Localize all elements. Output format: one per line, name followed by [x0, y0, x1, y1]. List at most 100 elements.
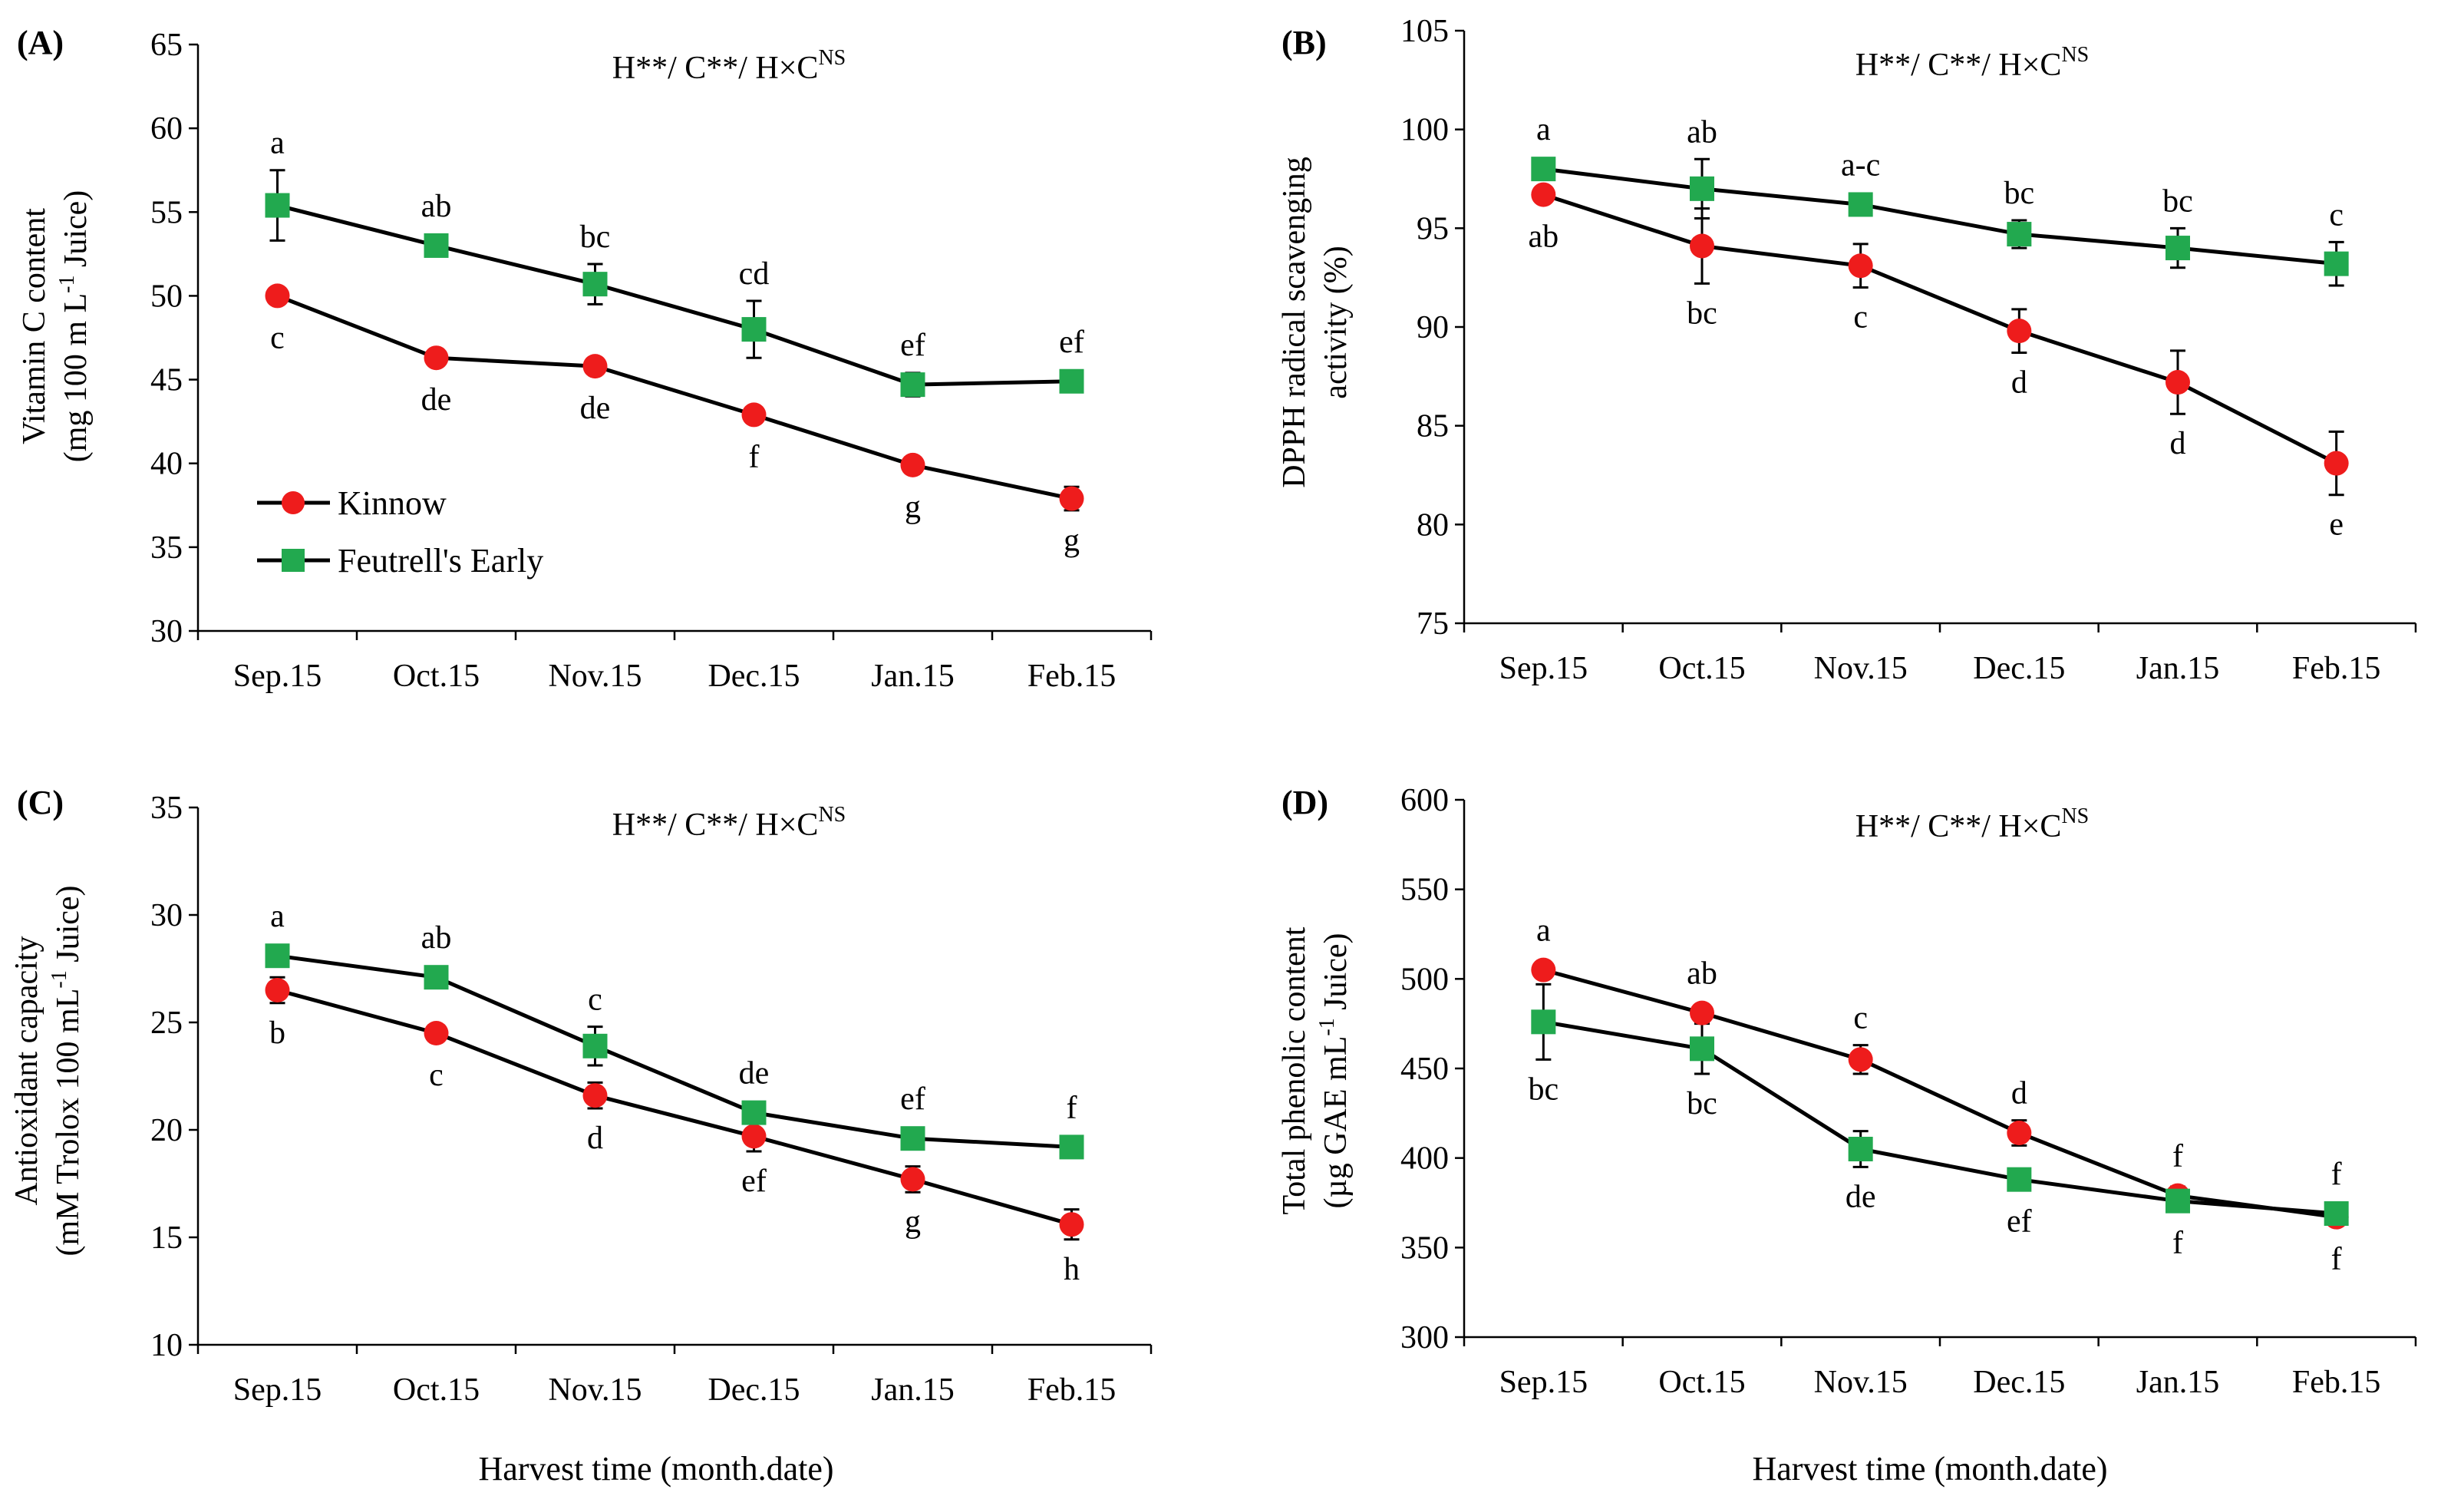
- y-axis-title-c-line2: (mM Trolox 100 mL-1 Juice): [48, 885, 86, 1256]
- significance-label-kinnow-b: bc: [1687, 296, 1717, 331]
- significance-label-feutrell-a: a: [270, 126, 285, 161]
- x-tick-label-a: Dec.15: [708, 659, 800, 694]
- x-tick-label-c: Jan.15: [871, 1372, 955, 1408]
- y-tick-label-b: 95: [1417, 211, 1449, 246]
- x-tick-label-d: Nov.15: [1814, 1365, 1908, 1400]
- legend-label-kinnow: Kinnow: [338, 484, 447, 522]
- data-point-kinnow-b: [2324, 451, 2349, 476]
- y-axis-title-a-line2: (mg 100 m L-1 Juice): [55, 190, 94, 463]
- y-tick-label-a: 50: [150, 279, 183, 314]
- significance-label-feutrell-a: ef: [1059, 325, 1084, 360]
- significance-label-kinnow-a: g: [905, 490, 921, 525]
- data-point-feutrell-a: [1059, 368, 1084, 394]
- y-tick-label-b: 75: [1417, 606, 1449, 642]
- significance-label-kinnow-a: de: [580, 391, 611, 426]
- data-point-kinnow-d: [1848, 1047, 1873, 1072]
- significance-label-feutrell-d: de: [1846, 1179, 1876, 1214]
- x-tick-label-d: Dec.15: [1973, 1365, 2065, 1400]
- significance-label-kinnow-b: c: [1853, 300, 1868, 335]
- y-tick-label-d: 450: [1400, 1052, 1449, 1087]
- significance-label-feutrell-b: bc: [2162, 183, 2193, 219]
- data-point-feutrell-b: [2007, 222, 2032, 247]
- series-line-feutrell-d: [1542, 1019, 2337, 1216]
- data-point-kinnow-a: [424, 345, 449, 371]
- data-point-feutrell-d: [2165, 1188, 2190, 1214]
- data-point-feutrell-d: [1531, 1009, 1556, 1035]
- series-line-kinnow-c: [276, 988, 1073, 1227]
- plot-area-c: 10 15 20 25 30 35 Sep.15 Oct.15 Nov.15 Dec.15 Jan.…: [150, 791, 1153, 1408]
- data-point-feutrell-c: [900, 1126, 925, 1151]
- data-point-feutrell-d: [1690, 1036, 1714, 1062]
- panel-label-b: (B): [1281, 24, 1327, 61]
- significance-label-feutrell-a: ab: [421, 189, 452, 224]
- y-axis-title-c-line1: Antioxidant capacity: [9, 936, 45, 1205]
- data-point-kinnow-c: [424, 1021, 449, 1045]
- y-axis-title-b-line2: activity (%): [1318, 246, 1354, 398]
- significance-label-feutrell-c: c: [588, 982, 602, 1018]
- y-tick-label-c: 20: [150, 1113, 183, 1148]
- data-point-feutrell-c: [1059, 1134, 1084, 1160]
- x-tick-label-a: Oct.15: [393, 659, 480, 694]
- y-tick-label-d: 400: [1400, 1141, 1449, 1177]
- x-tick-label-d: Feb.15: [2292, 1365, 2381, 1400]
- significance-label-feutrell-a: cd: [739, 256, 770, 292]
- legend: Kinnow Feutrell's Early: [257, 484, 543, 580]
- data-point-feutrell-d: [1848, 1137, 1873, 1161]
- significance-label-kinnow-d: f: [2172, 1139, 2183, 1174]
- y-tick-label-a: 40: [150, 447, 183, 482]
- data-point-kinnow-c: [265, 978, 290, 1002]
- series-line-feutrell-c: [277, 953, 1072, 1149]
- x-tick-label-c: Nov.15: [548, 1372, 642, 1408]
- y-tick-label-c: 10: [150, 1328, 183, 1363]
- series-line-feutrell-a: [276, 203, 1072, 387]
- legend-label-feutrell: Feutrell's Early: [338, 542, 543, 580]
- significance-label-kinnow-c: g: [905, 1204, 921, 1240]
- significance-label-kinnow-b: d: [2011, 365, 2027, 400]
- panel-a: (A) H**/ C**/ H×CNS Vitamin C content (m…: [17, 24, 1153, 694]
- significance-label-feutrell-b: bc: [2004, 176, 2035, 211]
- significance-label-feutrell-d: bc: [1529, 1072, 1559, 1107]
- significance-label-kinnow-c: b: [269, 1015, 285, 1051]
- y-tick-label-d: 500: [1400, 962, 1449, 997]
- data-point-kinnow-a: [1059, 486, 1084, 511]
- y-axis-title-a-line1: Vitamin C content: [17, 208, 52, 444]
- data-point-feutrell-a: [900, 372, 925, 398]
- data-point-feutrell-b: [1531, 157, 1556, 182]
- y-tick-label-a: 55: [150, 195, 183, 230]
- y-axis-title-b-line1: DPPH radical scavenging: [1277, 157, 1312, 488]
- significance-label-feutrell-b: ab: [1687, 114, 1717, 150]
- panel-label-d: (D): [1281, 784, 1328, 821]
- y-axis-title-d-line2: (µg GAE mL-1 Juice): [1315, 933, 1354, 1209]
- plot-area-d: 300 350 400 450 500 550 600 Sep.15 Oct.15 Nov.15 D…: [1400, 783, 2417, 1400]
- significance-label-kinnow-b: d: [2170, 426, 2186, 461]
- data-point-kinnow-d: [1531, 957, 1556, 982]
- data-point-kinnow-a: [582, 354, 608, 379]
- y-tick-label-d: 350: [1400, 1230, 1449, 1266]
- x-tick-label-a: Jan.15: [871, 659, 955, 694]
- y-tick-label-a: 35: [150, 530, 183, 566]
- significance-label-kinnow-d: c: [1853, 1001, 1868, 1036]
- x-axis-title-d: Harvest time (month.date): [1752, 1450, 2107, 1488]
- x-tick-label-b: Jan.15: [2136, 651, 2220, 686]
- series-line-kinnow-d: [1542, 968, 2337, 1220]
- significance-label-feutrell-a: bc: [580, 220, 611, 255]
- data-point-kinnow-a: [265, 283, 290, 309]
- y-tick-label-c: 35: [150, 791, 183, 826]
- significance-label-feutrell-c: de: [739, 1056, 770, 1091]
- legend-marker-kinnow: [282, 491, 305, 514]
- panel-label-a: (A): [17, 24, 64, 61]
- x-tick-label-b: Dec.15: [1973, 651, 2065, 686]
- data-point-kinnow-b: [2165, 370, 2190, 395]
- y-tick-label-b: 105: [1400, 14, 1449, 49]
- series-line-kinnow-a: [276, 294, 1073, 501]
- data-point-feutrell-c: [265, 943, 290, 969]
- significance-label-kinnow-d: ab: [1687, 956, 1717, 992]
- panel-label-c: (C): [17, 784, 64, 821]
- significance-label-feutrell-b: a-c: [1841, 147, 1880, 183]
- significance-label-feutrell-d: f: [2331, 1157, 2342, 1192]
- significance-label-kinnow-a: f: [749, 439, 760, 474]
- y-tick-label-d: 300: [1400, 1320, 1449, 1356]
- significance-label-feutrell-d: f: [2172, 1226, 2183, 1261]
- data-point-kinnow-b: [2007, 319, 2032, 344]
